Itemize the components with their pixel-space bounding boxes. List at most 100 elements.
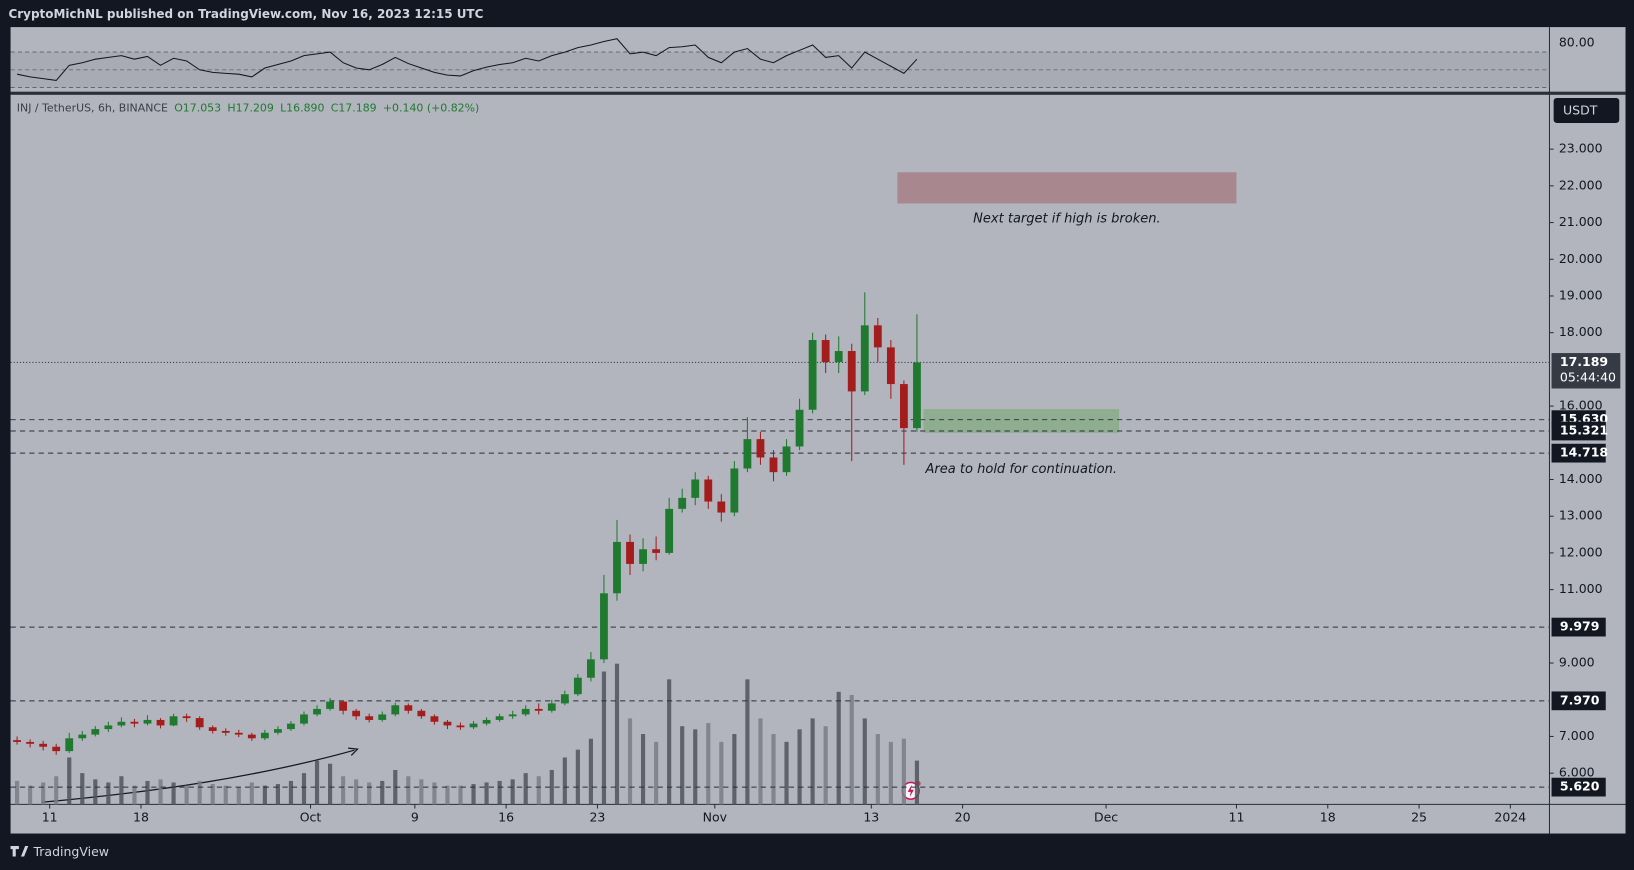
candle-body xyxy=(39,743,48,747)
volume-bar xyxy=(797,729,802,805)
y-tick-label: 6.000 xyxy=(1559,765,1595,780)
x-tick-label: 11 xyxy=(42,809,58,824)
y-tick-label: 11.000 xyxy=(1559,581,1603,596)
candle-body xyxy=(534,708,543,711)
volume-bar xyxy=(523,773,528,805)
legend-symbol: INJ / TetherUS, 6h, BINANCE xyxy=(17,101,168,114)
candle-body xyxy=(326,701,334,709)
zone-annotation: Next target if high is broken. xyxy=(973,212,1161,227)
candle-body xyxy=(65,738,74,752)
candle-body xyxy=(873,325,882,348)
y-tick-label: 21.000 xyxy=(1559,214,1603,229)
x-tick-label: 9 xyxy=(411,809,419,824)
volume-bar xyxy=(562,757,567,805)
candle-body xyxy=(417,710,426,717)
candle-body xyxy=(91,729,100,735)
x-tick-label: 20 xyxy=(955,809,971,824)
rsi-pane: 80.00 xyxy=(10,35,1595,88)
currency-box xyxy=(1553,97,1620,123)
y-tick-label: 16.000 xyxy=(1559,398,1603,413)
candle-body xyxy=(600,593,608,660)
candle-body xyxy=(339,701,348,711)
axes: 6.000 7.000 9.000 11.000 12.000 13.000 14.000 1… xyxy=(42,141,1621,824)
y-tick-label: 7.000 xyxy=(1559,728,1595,743)
ohlc-legend: INJ / TetherUS, 6h, BINANCE O17.053 H17.20… xyxy=(17,101,479,114)
volume-bar xyxy=(732,734,737,805)
candle-body xyxy=(300,714,308,724)
volume-bar xyxy=(380,780,385,805)
volume-bar xyxy=(914,760,920,805)
candle-body xyxy=(899,384,908,429)
volume-bar xyxy=(719,741,724,805)
zone xyxy=(923,409,1120,433)
candle-body xyxy=(352,710,361,717)
main-pane: Next target if high is broken. Area to ho… xyxy=(10,172,1550,805)
candle-body xyxy=(730,468,739,513)
candle-body xyxy=(221,730,230,733)
candle-body xyxy=(391,705,400,715)
level-label: 15.321 xyxy=(1560,423,1608,438)
volume-bar xyxy=(106,782,111,805)
volume-bar xyxy=(132,785,137,805)
x-tick-label: 16 xyxy=(498,809,514,824)
x-tick-label: 18 xyxy=(1320,809,1336,824)
volume-bar xyxy=(654,741,659,805)
legend-close: C17.189 xyxy=(331,101,377,114)
candle-body xyxy=(365,716,374,720)
candle-body xyxy=(378,714,387,720)
level-label: 9.979 xyxy=(1560,619,1600,634)
volume-bar xyxy=(223,785,228,805)
volume-bar xyxy=(888,741,893,805)
volume-bar xyxy=(28,785,33,805)
volume-bar xyxy=(275,784,280,805)
trend-arrow xyxy=(41,749,355,803)
volume-bar xyxy=(314,760,320,805)
volume-bar xyxy=(575,749,580,805)
volume-bar xyxy=(184,785,189,805)
volume-bar xyxy=(119,776,124,805)
level-label: 14.718 xyxy=(1560,445,1608,460)
candle-body xyxy=(208,727,217,731)
rsi-tick-label: 80.00 xyxy=(1559,35,1595,50)
x-tick-label: 2024 xyxy=(1494,809,1526,824)
candle-body xyxy=(834,351,843,363)
volume-bar xyxy=(145,780,150,805)
currency: USDT xyxy=(1563,102,1598,117)
candle-body xyxy=(860,325,869,392)
candle-body xyxy=(678,497,687,509)
rsi-line xyxy=(17,38,918,81)
y-tick-label: 13.000 xyxy=(1559,508,1603,523)
volume-bar xyxy=(432,782,437,805)
y-tick-label: 12.000 xyxy=(1559,544,1603,559)
level-label-box xyxy=(1551,691,1606,711)
volume-bar xyxy=(901,738,906,805)
level-label-box xyxy=(1551,443,1606,463)
volume-bar xyxy=(849,694,854,805)
level-label-box xyxy=(1551,617,1606,637)
candle-body xyxy=(573,677,582,695)
volume-bar xyxy=(419,779,424,805)
candle-body xyxy=(78,734,87,739)
candle-body xyxy=(117,721,126,726)
last-price-box xyxy=(1551,353,1621,389)
candle-body xyxy=(560,694,569,704)
volume-bar xyxy=(458,785,463,805)
candle-body xyxy=(704,479,713,502)
candle-body xyxy=(313,708,321,715)
volume-bar xyxy=(693,729,698,805)
volume-bar xyxy=(784,741,789,805)
x-tick-label: 25 xyxy=(1411,809,1427,824)
y-tick-label: 20.000 xyxy=(1559,251,1603,266)
volume-bar xyxy=(367,782,372,805)
candle-body xyxy=(782,446,791,473)
volume-bar xyxy=(875,734,880,805)
x-tick-label: 18 xyxy=(133,809,149,824)
footer-brand: TradingView xyxy=(32,844,109,859)
x-tick-label: Dec xyxy=(1094,809,1118,824)
volume-bar xyxy=(810,718,815,805)
candle-body xyxy=(495,716,504,720)
level-label: 7.970 xyxy=(1560,692,1600,707)
candle-body xyxy=(169,716,178,726)
countdown: 05:44:40 xyxy=(1560,370,1616,385)
